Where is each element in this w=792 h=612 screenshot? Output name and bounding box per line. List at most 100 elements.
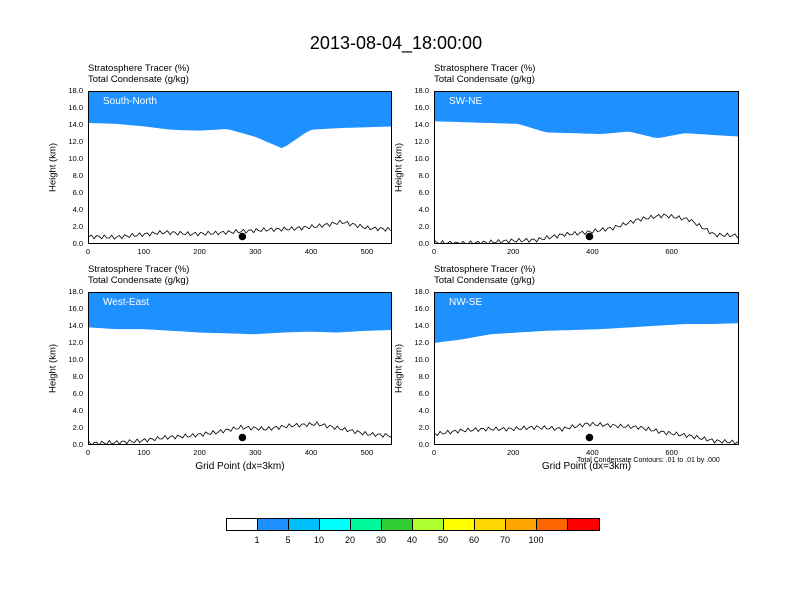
y-tick-label: 2.0 (418, 423, 429, 432)
x-tick-label: 100 (137, 247, 151, 256)
x-tick-label: 600 (665, 448, 678, 457)
colorbar-swatch (444, 519, 475, 530)
y-tick-label: 16.0 (68, 304, 83, 313)
y-tick-label: 14.0 (68, 321, 83, 330)
location-marker (585, 232, 594, 241)
panel-label: South-North (103, 96, 157, 107)
tracer-band (89, 293, 391, 335)
x-tick-label: 300 (249, 448, 262, 457)
colorbar-swatch (258, 519, 289, 530)
x-axis-label: Grid Point (dx=3km) (195, 461, 285, 472)
panel-label: NW-SE (449, 297, 483, 308)
cross-section-svg (89, 92, 391, 241)
x-tick-label: 200 (193, 247, 206, 256)
y-tick-label: 0.0 (72, 440, 83, 449)
x-tick-label: 200 (193, 448, 206, 457)
x-tick-label: 300 (249, 247, 262, 256)
colorbar-label: 5 (285, 535, 291, 545)
y-tick-label: 16.0 (414, 304, 429, 313)
x-tick-label: 500 (360, 247, 374, 256)
y-axis-label: Height (km) (393, 142, 405, 192)
y-axis-label: Height (km) (47, 343, 59, 393)
location-marker (585, 433, 594, 442)
y-tick-label: 18.0 (414, 287, 429, 296)
x-tick-label: 200 (506, 448, 520, 457)
panel-header-line: Total Condensate (g/kg) (434, 74, 535, 85)
y-tick-label: 4.0 (72, 205, 83, 214)
y-tick-label: 14.0 (68, 120, 83, 129)
y-tick-label: 10.0 (68, 154, 83, 163)
y-tick-label: 8.0 (418, 171, 429, 180)
x-tick-label: 600 (665, 247, 678, 256)
y-axis-label: Height (km) (393, 343, 405, 393)
colorbar-swatch (413, 519, 444, 530)
panel-label: West-East (103, 297, 149, 308)
y-tick-label: 18.0 (68, 287, 83, 296)
y-tick-label: 4.0 (72, 406, 83, 415)
y-tick-label: 14.0 (414, 321, 429, 330)
y-tick-label: 10.0 (68, 355, 83, 364)
y-tick-label: 0.0 (418, 239, 429, 248)
tracer-band (435, 92, 738, 138)
panel-header-line: Stratosphere Tracer (%) (88, 264, 190, 275)
colorbar-swatch (506, 519, 537, 530)
x-tick-label: 400 (586, 448, 599, 457)
colorbar-swatch (351, 519, 382, 530)
colorbar-swatch (289, 519, 320, 530)
terrain-line (435, 421, 738, 444)
y-tick-label: 8.0 (72, 372, 83, 381)
y-tick-label: 16.0 (414, 103, 429, 112)
colorbar-swatch (227, 519, 258, 530)
y-tick-label: 0.0 (418, 440, 429, 449)
cross-section-svg (89, 293, 391, 444)
y-tick-label: 2.0 (72, 222, 83, 231)
x-tick-label: 100 (137, 448, 151, 457)
colorbar-swatch (537, 519, 568, 530)
terrain-line (435, 213, 738, 243)
x-tick-label: 400 (586, 247, 599, 256)
cross-section-svg (435, 293, 738, 444)
y-tick-label: 0.0 (72, 239, 83, 248)
panel-header-line: Stratosphere Tracer (%) (434, 264, 536, 275)
colorbar-swatch (568, 519, 599, 530)
y-tick-label: 6.0 (72, 389, 83, 398)
cross-section-plot: South-North (88, 91, 392, 244)
cross-section-svg (435, 92, 738, 243)
y-tick-label: 2.0 (72, 423, 83, 432)
y-tick-label: 12.0 (68, 338, 83, 347)
colorbar-label: 100 (528, 535, 544, 545)
x-tick-label: 500 (360, 448, 374, 457)
y-tick-label: 8.0 (72, 171, 83, 180)
colorbar-swatch (382, 519, 413, 530)
y-tick-label: 8.0 (418, 372, 429, 381)
y-tick-label: 12.0 (68, 137, 83, 146)
tracer-band (89, 92, 391, 149)
y-tick-label: 6.0 (418, 188, 429, 197)
panel-label: SW-NE (449, 96, 483, 107)
colorbar-label: 20 (344, 535, 355, 545)
terrain-line (89, 421, 391, 444)
x-tick-label: 0 (85, 448, 91, 457)
colorbar-label: 10 (313, 535, 324, 545)
contour-note: Total Condensate Contours: .01 to .01 by… (577, 457, 720, 464)
cross-section-plot: West-East (88, 292, 392, 445)
y-tick-label: 6.0 (418, 389, 429, 398)
y-axis-label: Height (km) (47, 142, 59, 192)
colorbar-swatch (475, 519, 506, 530)
colorbar-label: 1 (254, 535, 260, 545)
location-marker (238, 232, 247, 241)
location-marker (238, 433, 247, 442)
y-tick-label: 10.0 (414, 154, 429, 163)
panel-header-line: Total Condensate (g/kg) (88, 74, 189, 85)
colorbar-label: 40 (406, 535, 417, 545)
terrain-line (89, 219, 391, 240)
panel-header-line: Stratosphere Tracer (%) (88, 63, 190, 74)
y-tick-label: 16.0 (68, 103, 83, 112)
x-tick-label: 0 (431, 247, 437, 256)
y-tick-label: 4.0 (418, 406, 429, 415)
y-tick-label: 10.0 (414, 355, 429, 364)
y-tick-label: 18.0 (414, 86, 429, 95)
panel-header-line: Stratosphere Tracer (%) (434, 63, 536, 74)
x-tick-label: 0 (85, 247, 91, 256)
y-tick-label: 14.0 (414, 120, 429, 129)
